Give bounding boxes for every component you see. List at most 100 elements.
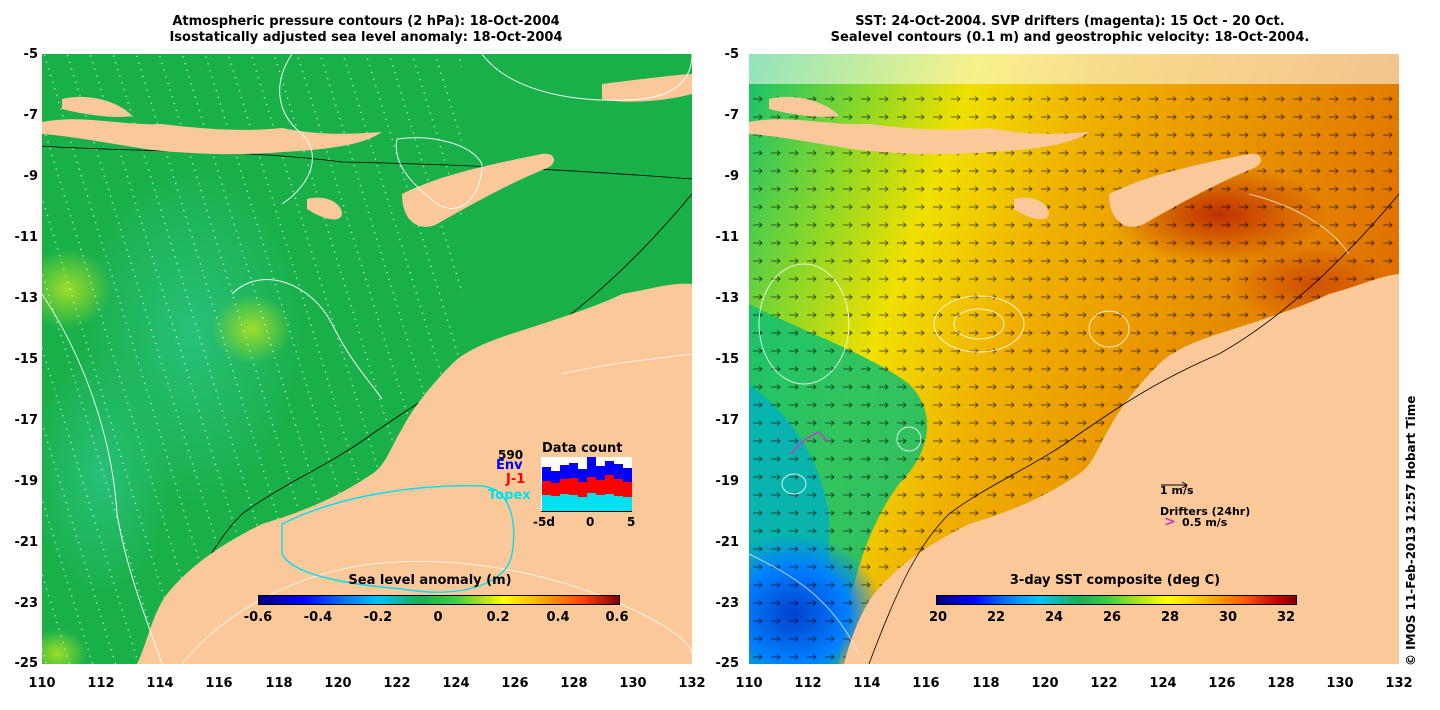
shelf-contour: [868, 193, 1399, 664]
colorbar-tick: 28: [1160, 610, 1180, 625]
sst-map: [749, 54, 1399, 664]
x-tick-label: 120: [1031, 676, 1059, 691]
y-tick-label: -9: [724, 169, 739, 184]
x-tick-label: 114: [146, 676, 174, 691]
x-tick-label: 118: [972, 676, 1000, 691]
y-tick-label: -19: [14, 474, 39, 489]
x-tick-label: 118: [265, 676, 293, 691]
shelf-contour: [161, 193, 692, 664]
sea-level-contour: [758, 263, 850, 385]
x-tick-label: 110: [735, 676, 763, 691]
left-colorbar: [258, 595, 620, 605]
x-tick-label: 132: [1385, 676, 1413, 691]
histogram-bars: [542, 457, 632, 512]
x-tick-label: 132: [678, 676, 706, 691]
sea-level-contour: [781, 473, 807, 495]
data-count-histogram: [541, 457, 632, 512]
colorbar-tick: 24: [1044, 610, 1064, 625]
drifters-scale-label: 0.5 m/s: [1182, 516, 1228, 529]
drifters-label: Drifters (24hr): [1160, 505, 1251, 518]
land-top-island: [769, 96, 839, 117]
left-title-line2: Isostatically adjusted sea level anomaly…: [169, 30, 563, 45]
land-sumba: [1014, 197, 1049, 220]
drifter-symbol: >: [1164, 514, 1176, 530]
land-islands: [42, 119, 382, 155]
pressure-contour: [279, 54, 313, 205]
x-tick-label: 124: [1149, 676, 1177, 691]
legend-j1: J-1: [506, 472, 526, 487]
legend-topex: Topex: [488, 488, 531, 503]
y-tick-label: -25: [14, 656, 39, 671]
land-australia: [137, 283, 692, 664]
pressure-contour: [42, 293, 163, 664]
colorbar-tick: 20: [928, 610, 948, 625]
colorbar-tick: -0.2: [363, 610, 393, 625]
land-top-island: [62, 96, 132, 117]
y-tick-label: -7: [724, 108, 739, 123]
x-tick-label: 120: [324, 676, 352, 691]
pressure-contour: [561, 353, 692, 375]
y-tick-label: -15: [715, 352, 740, 367]
x-tick-label: 112: [794, 676, 822, 691]
x-tick-label: 126: [1208, 676, 1236, 691]
sea-level-contour: [1088, 310, 1130, 348]
y-tick-label: -21: [14, 535, 39, 550]
y-tick-label: -23: [715, 596, 740, 611]
y-tick-label: -5: [23, 47, 38, 62]
histogram-tick: 5: [627, 515, 636, 529]
pressure-contour: [481, 54, 692, 101]
x-tick-label: 126: [501, 676, 529, 691]
colorbar-tick: 22: [986, 610, 1006, 625]
colorbar-tick: 0.6: [605, 610, 629, 625]
right-colorbar-title: 3-day SST composite (deg C): [1009, 573, 1221, 588]
histogram-tick: -5d: [533, 515, 555, 529]
x-tick-label: 114: [853, 676, 881, 691]
data-count-total: 590: [498, 448, 524, 462]
pressure-contour: [395, 137, 483, 209]
y-tick-label: -11: [715, 230, 740, 245]
x-tick-label: 124: [442, 676, 470, 691]
y-tick-label: -11: [14, 230, 39, 245]
right-title: SST: 24-Oct-2004. SVP drifters (magenta)…: [740, 14, 1400, 46]
pressure-contour: [231, 279, 383, 400]
land-islands: [749, 119, 1089, 155]
land-sumba: [307, 197, 342, 220]
land-top-right: [602, 74, 692, 102]
y-tick-label: -21: [715, 535, 740, 550]
y-tick-label: -13: [14, 291, 39, 306]
x-tick-label: 122: [1090, 676, 1118, 691]
x-tick-label: 112: [87, 676, 115, 691]
sea-level-contour: [749, 553, 860, 655]
land-australia: [844, 274, 1399, 664]
right-map[interactable]: [749, 54, 1399, 664]
y-tick-label: -25: [715, 656, 740, 671]
left-map[interactable]: [42, 54, 692, 664]
x-tick-label: 116: [205, 676, 233, 691]
x-tick-label: 130: [619, 676, 647, 691]
y-tick-label: -17: [715, 413, 740, 428]
x-tick-label: 122: [383, 676, 411, 691]
left-title: Atmospheric pressure contours (2 hPa): 1…: [40, 14, 692, 46]
sea-level-contour: [896, 426, 922, 452]
colorbar-tick: 30: [1218, 610, 1238, 625]
y-tick-label: -5: [724, 47, 739, 62]
right-title-line2: Sealevel contours (0.1 m) and geostrophi…: [830, 30, 1310, 45]
y-tick-label: -13: [715, 291, 740, 306]
topex-track-outline: [281, 485, 515, 593]
velocity-scale-arrow: [1160, 474, 1190, 493]
right-colorbar: [936, 595, 1297, 605]
y-tick-label: -7: [23, 108, 38, 123]
colorbar-tick: 0.2: [486, 610, 510, 625]
sea-level-contour: [1248, 193, 1350, 255]
land-timor: [402, 153, 554, 227]
left-title-line1: Atmospheric pressure contours (2 hPa): 1…: [172, 14, 560, 29]
drifter-track: [790, 431, 830, 455]
x-tick-label: 110: [28, 676, 56, 691]
pressure-contour: [181, 560, 692, 664]
x-tick-label: 116: [912, 676, 940, 691]
y-tick-label: -19: [715, 474, 740, 489]
colorbar-tick: 0.4: [546, 610, 570, 625]
velocity-scale-label: 1 m/s: [1160, 484, 1194, 497]
sea-level-anomaly-map: [42, 54, 692, 664]
y-tick-label: -15: [14, 352, 39, 367]
